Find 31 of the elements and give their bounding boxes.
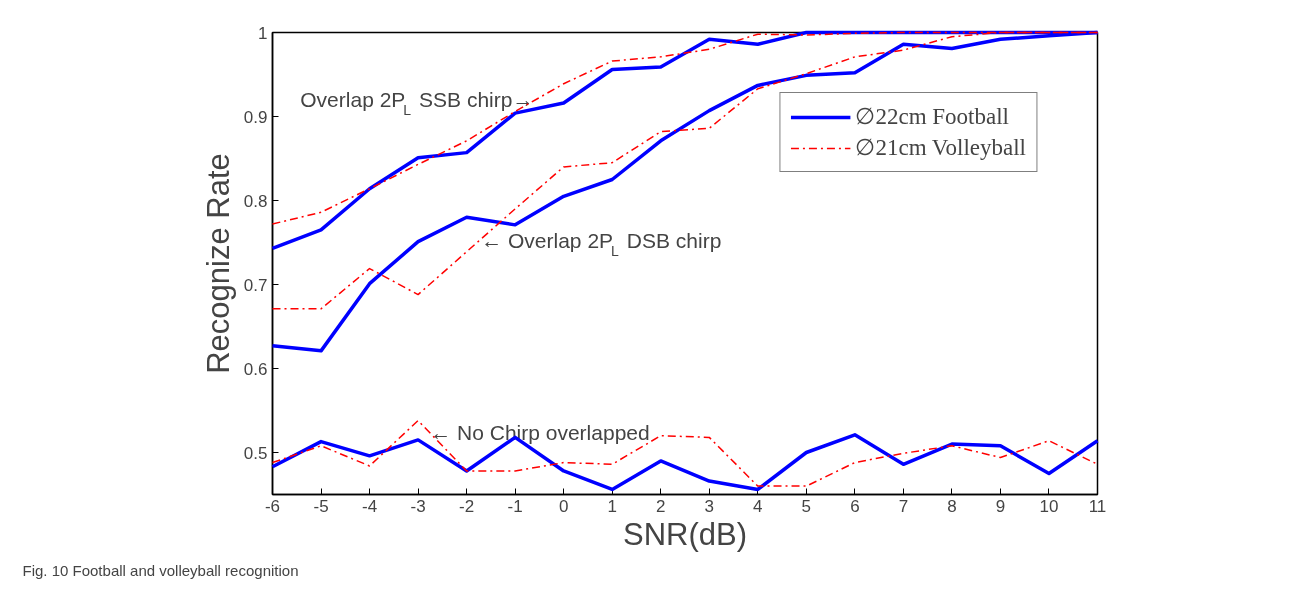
x-tick-label: -5 (313, 496, 329, 516)
y-tick-label: 0.5 (243, 443, 268, 463)
x-tick-label: -3 (410, 496, 426, 516)
x-tick-label: 3 (704, 496, 715, 516)
x-tick-label: 8 (947, 496, 957, 516)
legend-label: ∅21cm Volleyball (855, 134, 1026, 161)
line-series (271, 419, 1099, 487)
y-tick-label: 0.6 (243, 359, 268, 379)
y-axis-title: Recognize Rate (200, 153, 236, 374)
x-axis-title: SNR(dB) (622, 516, 748, 552)
x-tick-label: 9 (995, 496, 1006, 516)
x-tick-label: 6 (850, 496, 860, 516)
legend-label: ∅22cm Football (855, 103, 1009, 130)
y-tick-label: 0.8 (243, 191, 268, 211)
x-tick-label: 5 (801, 496, 812, 516)
x-tick-label: 11 (1088, 496, 1107, 516)
x-tick-label: 1 (607, 496, 617, 516)
x-tick-label: 10 (1039, 496, 1059, 516)
x-tick-label: -2 (459, 496, 475, 516)
x-tick-label: 0 (558, 496, 569, 516)
annotation: ← No Chirp overlapped (430, 420, 650, 444)
x-tick-label: -6 (264, 496, 281, 516)
y-tick-label: 0.7 (243, 275, 268, 295)
y-tick-label: 0.9 (243, 107, 268, 127)
y-tick-label: 1 (258, 23, 268, 43)
x-tick-label: 4 (753, 496, 763, 516)
caption: Fig. 10 Football and volleyball recognition (22, 561, 299, 579)
x-tick-label: -1 (507, 496, 523, 516)
x-tick-label: 2 (656, 496, 666, 516)
x-tick-label: 7 (898, 496, 909, 516)
x-tick-label: -4 (362, 496, 378, 516)
